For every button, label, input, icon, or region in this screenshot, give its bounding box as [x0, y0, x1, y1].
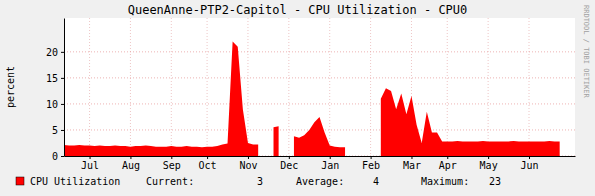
legend-label: CPU Utilization — [30, 176, 120, 187]
tick: Apr — [439, 156, 457, 171]
stat-value: 23 — [489, 176, 501, 187]
tick-label: Apr — [439, 160, 457, 171]
tick: 20 — [46, 47, 64, 58]
tick-label: Jul — [81, 160, 99, 171]
grid-line — [370, 18, 371, 156]
tick-label: 0 — [52, 151, 58, 162]
tick-mark — [130, 156, 131, 159]
stat-label: Maximum: — [421, 176, 469, 187]
tick-label: Dec — [280, 160, 298, 171]
tick: Jan — [321, 156, 339, 171]
grid-line — [529, 18, 530, 156]
background — [0, 0, 595, 196]
tick: Feb — [362, 156, 380, 171]
chart: 0 5 10 15 20 Jul Aug Sep Oct Nov Dec Jan Feb Mar Apr Ma… — [0, 0, 595, 196]
grid-line — [207, 18, 208, 156]
tick-mark — [61, 78, 64, 79]
tick-mark — [61, 52, 64, 53]
axis-line — [65, 156, 576, 157]
grid-line — [171, 18, 172, 156]
grid-line — [247, 18, 248, 156]
tick: Dec — [280, 156, 298, 171]
grid-line — [488, 18, 489, 156]
title: QueenAnne-PTP2-Capitol - CPU Utilization… — [128, 3, 468, 17]
legend-swatch — [16, 177, 24, 185]
marks — [64, 41, 560, 156]
x-axis: Jul Aug Sep Oct Nov Dec Jan Feb Mar Apr May Jun — [65, 156, 576, 171]
tick-mark — [289, 156, 290, 159]
tick-mark — [488, 156, 489, 159]
grid-line — [130, 18, 131, 156]
tick-label: 5 — [52, 125, 58, 136]
tick-mark — [90, 156, 91, 159]
tick: Sep — [163, 156, 181, 171]
area — [64, 41, 560, 156]
grid-line — [89, 18, 90, 156]
tick-label: Feb — [362, 160, 380, 171]
tick-label: Aug — [122, 160, 140, 171]
tick-label: 15 — [46, 73, 58, 84]
tick-mark — [171, 156, 172, 159]
grid-line — [329, 18, 330, 156]
grid-line — [64, 77, 575, 78]
stat-value: 3 — [257, 176, 263, 187]
tick: Jul — [81, 156, 99, 171]
tick-mark — [411, 156, 412, 159]
grid-line — [64, 51, 575, 52]
stat-label: Current: — [146, 176, 194, 187]
tick: May — [480, 156, 498, 171]
tick: 15 — [46, 73, 64, 84]
tick-mark — [529, 156, 530, 159]
tick-mark — [61, 104, 64, 105]
tick-mark — [248, 156, 249, 159]
legend: CPU Utilization Current: 3 Average: 4 Maximum… — [16, 176, 501, 187]
tick-label: Mar — [403, 160, 421, 171]
grid-line — [64, 103, 575, 104]
tick: 10 — [46, 99, 64, 110]
axis-title: percent — [5, 66, 16, 108]
y-axis: 0 5 10 15 20 — [46, 19, 65, 162]
tick: 0 — [52, 151, 64, 162]
tick: Oct — [199, 156, 217, 171]
stat-label: Average: — [296, 176, 344, 187]
plot-area — [64, 18, 575, 156]
tick-label: May — [480, 160, 498, 171]
watermark: RRDTOOL / TOBI OETIKER — [582, 5, 590, 99]
grid-line — [447, 18, 448, 156]
tick-mark — [330, 156, 331, 159]
tick-mark — [61, 156, 64, 157]
tick: Jun — [520, 156, 538, 171]
tick-mark — [447, 156, 448, 159]
stat-value: 4 — [373, 176, 379, 187]
tick-mark — [207, 156, 208, 159]
tick-label: Sep — [163, 160, 181, 171]
tick: Nov — [239, 156, 257, 171]
tick: Mar — [403, 156, 421, 171]
tick-label: 20 — [46, 47, 58, 58]
axis-line — [64, 19, 65, 157]
tick-label: Oct — [199, 160, 217, 171]
grid-line — [288, 18, 289, 156]
grid — [64, 18, 575, 156]
tick-label: Nov — [239, 160, 257, 171]
tick-mark — [371, 156, 372, 159]
tick-label: Jan — [321, 160, 339, 171]
tick-mark — [61, 130, 64, 131]
tick-label: 10 — [46, 99, 58, 110]
tick: Aug — [122, 156, 140, 171]
tick: 5 — [52, 125, 64, 136]
tick-label: Jun — [520, 160, 538, 171]
